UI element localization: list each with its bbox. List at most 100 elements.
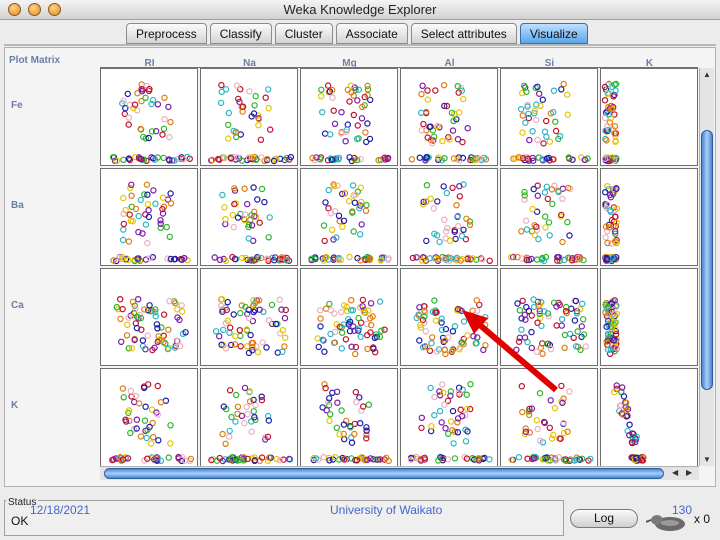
data-point: [526, 411, 533, 419]
scatter-cell-ba-mg[interactable]: [300, 168, 398, 266]
data-point: [522, 217, 530, 224]
data-point: [458, 87, 466, 94]
data-point: [534, 83, 541, 90]
scatter-cell-ba-al[interactable]: [400, 168, 498, 266]
data-point: [521, 188, 528, 196]
data-point: [552, 127, 560, 135]
data-point: [449, 407, 457, 415]
zoom-window-button[interactable]: [48, 3, 61, 16]
data-point: [369, 344, 377, 351]
data-point: [341, 456, 348, 463]
column-label-ri[interactable]: RI: [144, 58, 155, 69]
data-point: [338, 407, 345, 414]
minimize-window-button[interactable]: [28, 3, 41, 16]
data-point: [510, 155, 517, 162]
scatter-cell-k-si[interactable]: [500, 368, 598, 468]
data-point: [447, 418, 455, 425]
data-point: [378, 256, 385, 263]
column-label-mg[interactable]: Mg: [342, 58, 357, 69]
tab-classify[interactable]: Classify: [209, 23, 272, 44]
data-point: [248, 418, 255, 425]
data-point: [417, 321, 424, 329]
data-point: [543, 117, 550, 125]
column-label-k[interactable]: K: [645, 58, 654, 69]
scatter-cell-fe-al[interactable]: [400, 68, 498, 166]
data-point: [618, 410, 625, 417]
scatter-cell-fe-mg[interactable]: [300, 68, 398, 166]
data-point: [622, 399, 630, 406]
data-point: [248, 428, 255, 435]
tab-associate[interactable]: Associate: [335, 23, 408, 44]
scatter-cell-k-na[interactable]: [200, 368, 298, 468]
data-point: [120, 210, 127, 218]
data-point: [342, 336, 350, 343]
data-point: [604, 346, 612, 354]
data-point: [376, 298, 384, 305]
data-point: [338, 345, 346, 352]
scatter-cell-k-k[interactable]: [600, 368, 698, 468]
scatter-cell-ba-k[interactable]: [600, 168, 698, 266]
data-point: [216, 454, 223, 462]
data-point: [441, 255, 449, 263]
scroll-down-arrow[interactable]: ▼: [703, 455, 711, 464]
tab-select-attributes[interactable]: Select attributes: [410, 23, 517, 44]
data-point: [220, 154, 228, 161]
log-button[interactable]: Log: [570, 509, 638, 528]
column-label-na[interactable]: Na: [243, 58, 256, 69]
scroll-left-arrow[interactable]: ◀: [672, 468, 679, 477]
tab-preprocess[interactable]: Preprocess: [126, 23, 207, 44]
data-point: [613, 345, 621, 352]
scatter-cell-k-mg[interactable]: [300, 368, 398, 468]
data-point: [426, 255, 434, 262]
tab-visualize[interactable]: Visualize: [519, 23, 588, 44]
scatter-cell-fe-ri[interactable]: [100, 68, 198, 166]
scatter-cell-ca-na[interactable]: [200, 268, 298, 366]
close-window-button[interactable]: [8, 3, 21, 16]
scatter-cell-ca-al[interactable]: [400, 268, 498, 366]
data-point: [325, 401, 333, 409]
data-point: [364, 456, 371, 464]
footer-date: 12/18/2021: [30, 503, 91, 517]
column-label-al[interactable]: Al: [444, 58, 455, 69]
data-point: [537, 437, 544, 445]
scatter-cell-ca-si[interactable]: [500, 268, 598, 366]
data-point: [350, 228, 357, 235]
data-point: [367, 321, 375, 329]
scroll-right-arrow[interactable]: ▶: [686, 468, 693, 477]
data-point: [456, 193, 464, 200]
vertical-scrollbar[interactable]: ▲ ▼: [699, 68, 714, 466]
data-point: [346, 253, 353, 261]
scatter-cell-ba-si[interactable]: [500, 168, 598, 266]
data-point: [470, 456, 478, 463]
scatter-cell-fe-na[interactable]: [200, 68, 298, 166]
scatter-cell-ca-k[interactable]: [600, 268, 698, 366]
horizontal-scroll-thumb[interactable]: [104, 468, 664, 479]
scatter-cell-fe-k[interactable]: [600, 68, 698, 166]
data-point: [167, 118, 174, 126]
scatter-cell-ba-na[interactable]: [200, 168, 298, 266]
tab-cluster[interactable]: Cluster: [274, 23, 333, 44]
vertical-scroll-thumb[interactable]: [701, 130, 713, 390]
data-point: [333, 388, 341, 395]
scatter-cell-k-al[interactable]: [400, 368, 498, 468]
data-point: [327, 330, 334, 338]
data-point: [357, 184, 365, 191]
scatter-cell-ba-ri[interactable]: [100, 168, 198, 266]
data-point: [327, 155, 334, 162]
column-label-si[interactable]: Si: [544, 58, 555, 69]
data-point: [222, 345, 230, 352]
data-point: [613, 219, 620, 226]
horizontal-scrollbar[interactable]: ◀ ▶: [100, 466, 699, 480]
scatter-cell-k-ri[interactable]: [100, 368, 198, 468]
data-point: [535, 302, 542, 310]
scatter-cell-ca-mg[interactable]: [300, 268, 398, 366]
scroll-up-arrow[interactable]: ▲: [703, 70, 711, 79]
data-point: [566, 254, 574, 262]
data-point: [240, 454, 248, 461]
scatter-cell-fe-si[interactable]: [500, 68, 598, 166]
scatter-cell-ca-ri[interactable]: [100, 268, 198, 366]
data-point: [341, 435, 348, 443]
data-point: [149, 253, 157, 261]
data-point: [279, 348, 286, 356]
data-point: [145, 213, 153, 221]
